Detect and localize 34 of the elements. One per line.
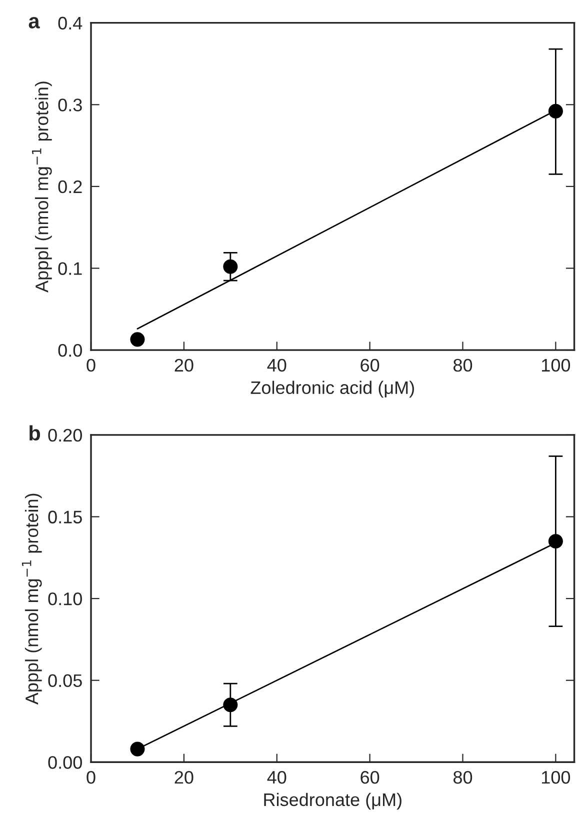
- x-tick-label: 20: [174, 770, 194, 784]
- y-tick-label: 0.4: [58, 16, 82, 30]
- x-axis-title: Risedronate (μM): [264, 792, 402, 810]
- y-tick-label: 0.1: [58, 262, 82, 275]
- x-tick-label: 40: [267, 770, 286, 784]
- x-tick-label: 100: [542, 358, 570, 372]
- point: [130, 332, 145, 347]
- chart-title: a: [28, 17, 40, 28]
- x-tick-label: 0: [86, 770, 96, 784]
- x-tick-label: 80: [453, 358, 472, 372]
- x-axis-title: Zoledronic acid (μM): [250, 380, 414, 398]
- x-tick-label: 100: [542, 770, 570, 784]
- x-tick-label: 60: [360, 770, 380, 784]
- chart-title: b: [30, 425, 40, 441]
- x-tick-label: 20: [174, 358, 194, 372]
- y-tick-label: 0.2: [58, 180, 82, 194]
- y-tick-label: 0.00: [48, 756, 82, 769]
- point: [223, 259, 238, 274]
- y-axis-title: Apppl (nmol mg$^{−1}$ protein): [22, 494, 42, 705]
- point: [130, 742, 145, 756]
- point: [548, 534, 563, 549]
- point: [223, 698, 238, 712]
- y-tick-label: 0.05: [48, 674, 82, 688]
- x-tick-label: 0: [86, 358, 96, 372]
- x-tick-label: 80: [453, 770, 472, 784]
- x-tick-label: 60: [360, 358, 380, 372]
- y-axis-title: Apppl (nmol mg$^{−1}$ protein): [32, 82, 52, 292]
- y-tick-label: 0.15: [48, 510, 82, 524]
- x-tick-label: 40: [267, 358, 286, 372]
- y-tick-label: 0.3: [58, 98, 82, 112]
- y-tick-label: 0.20: [48, 428, 82, 442]
- point: [548, 104, 563, 118]
- y-tick-label: 0.10: [48, 592, 82, 606]
- y-tick-label: 0.0: [58, 344, 82, 357]
